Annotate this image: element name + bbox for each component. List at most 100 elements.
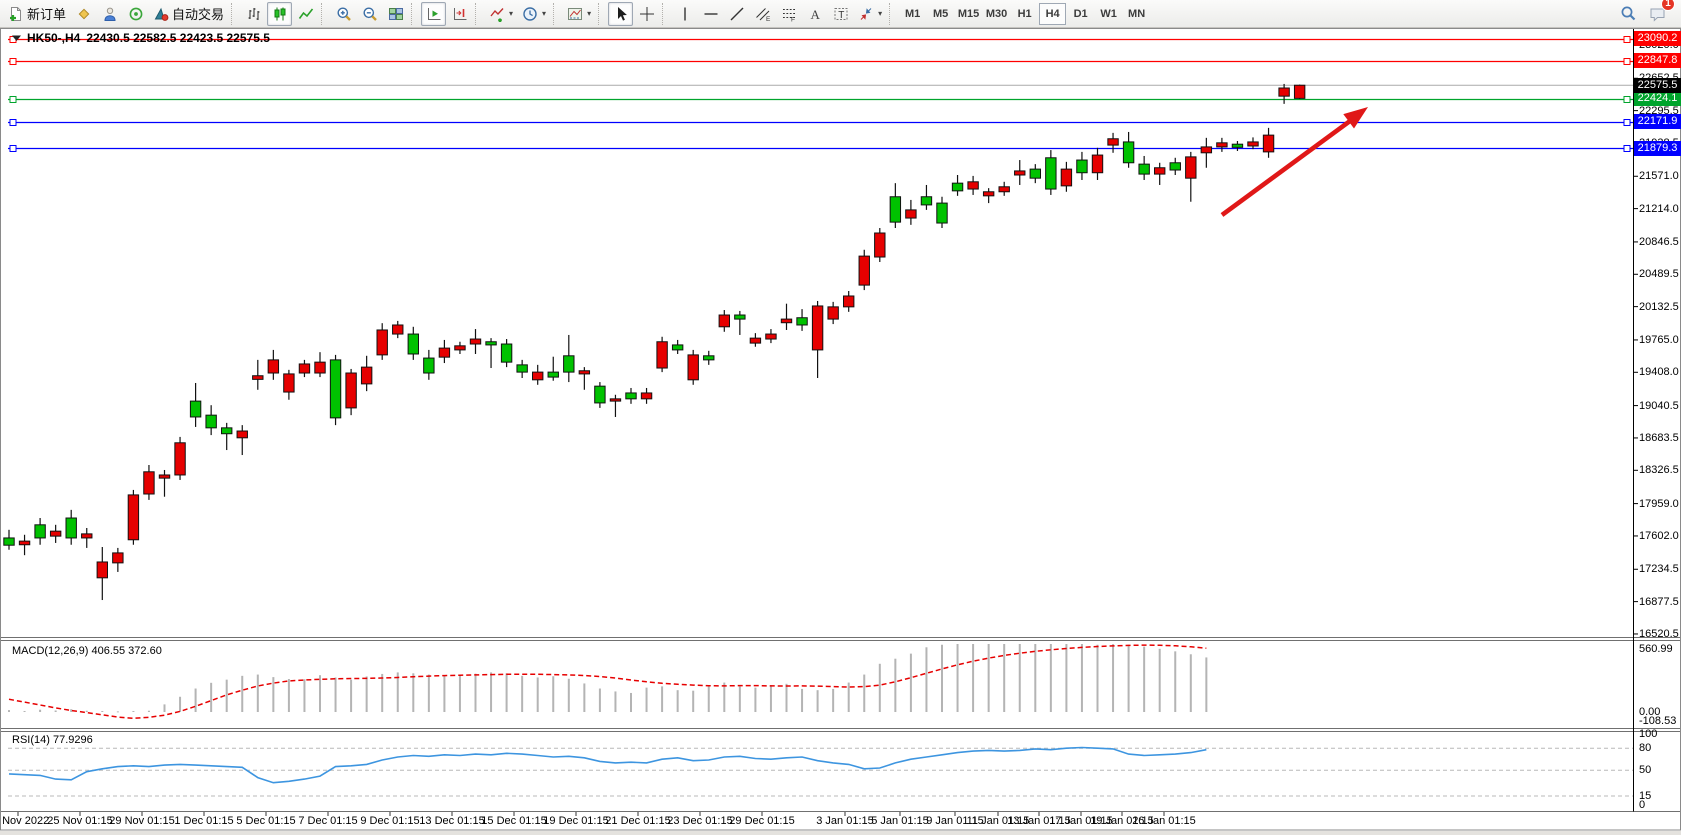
tile-windows-button[interactable] (383, 2, 408, 26)
candle-body (283, 373, 295, 393)
candle-body (1122, 141, 1135, 164)
arrows-button[interactable]: ▾ (854, 2, 886, 26)
trendline-button[interactable] (724, 2, 749, 26)
candle-body (1278, 87, 1290, 97)
vertical-line-button[interactable] (672, 2, 697, 26)
candle-body (718, 314, 730, 328)
macd-bar (630, 692, 632, 712)
macd-bar (458, 674, 461, 712)
timeframe-button-M1[interactable]: M1 (904, 7, 921, 20)
candle-body (1216, 142, 1228, 148)
line-chart-button[interactable] (293, 2, 318, 26)
candle-body (127, 494, 140, 541)
line-handle[interactable] (1623, 145, 1631, 152)
fibonacci-button[interactable]: F (776, 2, 801, 26)
new-order-button[interactable]: 新订单 (4, 2, 70, 26)
candle-body (376, 329, 388, 356)
timeframe-button-MN[interactable]: MN (1128, 7, 1146, 20)
line-handle[interactable] (9, 36, 17, 43)
timeframe-button-M15[interactable]: M15 (957, 7, 980, 20)
candle-body (392, 324, 404, 335)
auto-scroll-button[interactable] (421, 1, 447, 26)
timeframe-button-M30[interactable]: M30 (985, 7, 1008, 20)
notifications-button[interactable]: 1 (1645, 0, 1675, 26)
chart-shift-button[interactable] (447, 2, 472, 26)
line-handle[interactable] (1623, 96, 1631, 103)
auto-trading-button[interactable]: 自动交易 (149, 2, 228, 26)
macd-bar (350, 679, 353, 712)
line-handle[interactable] (1623, 119, 1631, 126)
rsi-line (8, 746, 1207, 784)
dropdown-caret-icon: ▾ (587, 9, 592, 18)
trend-arrow-head[interactable] (1343, 107, 1368, 129)
auto-trading-label: 自动交易 (172, 7, 225, 22)
profile-button[interactable] (71, 2, 96, 26)
timeframe-button-H1[interactable]: H1 (1017, 7, 1032, 20)
line-handle[interactable] (9, 96, 17, 103)
candle-body (625, 392, 637, 400)
clock-icon (523, 6, 537, 21)
timeframe-button-M5[interactable]: M5 (932, 7, 949, 20)
line-chart-icon (298, 8, 313, 19)
line-handle[interactable] (9, 145, 17, 152)
chart-title: HK50-,H4 22430.5 22582.5 22423.5 22575.5 (12, 31, 270, 45)
candle-body (298, 363, 311, 374)
cursor-button[interactable] (608, 1, 634, 26)
candle-body (1138, 163, 1150, 175)
macd-bar (692, 690, 695, 712)
macd-bar (661, 686, 664, 712)
crosshair-button[interactable] (634, 2, 659, 26)
zoom-in-icon (337, 7, 351, 21)
candlestick-chart-button[interactable] (267, 1, 293, 26)
timeframe-button-H4[interactable]: H4 (1039, 2, 1067, 25)
indicators-button[interactable]: ▾ (485, 2, 517, 26)
chart-collapse-icon[interactable] (12, 34, 21, 42)
price-line-badge: 22424.1 (1634, 91, 1681, 107)
candle-body (594, 385, 606, 404)
macd-bar (505, 673, 508, 712)
timeframe-button-W1[interactable]: W1 (1100, 7, 1117, 20)
horizontal-line-button[interactable] (698, 2, 723, 26)
line-handle[interactable] (1623, 36, 1631, 43)
auto-scroll-icon (427, 7, 441, 20)
line-handle[interactable] (9, 58, 17, 65)
price-tick-label: 20489.5 (1639, 268, 1679, 281)
macd-bar (1049, 644, 1052, 712)
signal-button[interactable] (123, 2, 148, 26)
line-handle[interactable] (1623, 58, 1631, 65)
zoom-out-button[interactable] (357, 2, 382, 26)
macd-bar (552, 676, 555, 712)
candle-body (454, 345, 466, 351)
candle-body (563, 355, 575, 373)
macd-bar (785, 683, 788, 712)
toolbar-separator (662, 2, 669, 25)
line-handle[interactable] (9, 119, 17, 126)
candle-body (1169, 162, 1181, 171)
candle-body (874, 232, 886, 258)
macd-bar (801, 688, 804, 712)
candle-body (236, 430, 248, 439)
search-button[interactable] (1616, 2, 1641, 26)
bar-chart-button[interactable] (241, 2, 266, 26)
timeframe-button-D1[interactable]: D1 (1073, 7, 1088, 20)
dropdown-caret-icon: ▾ (542, 9, 547, 18)
text-button[interactable]: A (802, 2, 827, 26)
trend-arrow-line[interactable] (1220, 119, 1352, 217)
auto-trading-icon (154, 7, 169, 21)
macd-bar (723, 682, 726, 712)
candle-body (687, 354, 699, 381)
text-label-button[interactable]: T (828, 2, 853, 26)
zoom-in-button[interactable] (331, 2, 356, 26)
templates-button[interactable]: ▾ (563, 2, 595, 26)
candle-body (765, 333, 777, 340)
market-watch-button[interactable] (97, 2, 122, 26)
candle-body (345, 372, 357, 409)
periods-button[interactable]: ▾ (518, 2, 550, 26)
candle-body (252, 375, 264, 380)
price-tick-label: 21938.5 (1639, 136, 1679, 149)
price-tick-label: 20132.5 (1639, 300, 1679, 313)
equidistant-channel-button[interactable]: E (750, 2, 775, 26)
candle-body (951, 182, 964, 192)
